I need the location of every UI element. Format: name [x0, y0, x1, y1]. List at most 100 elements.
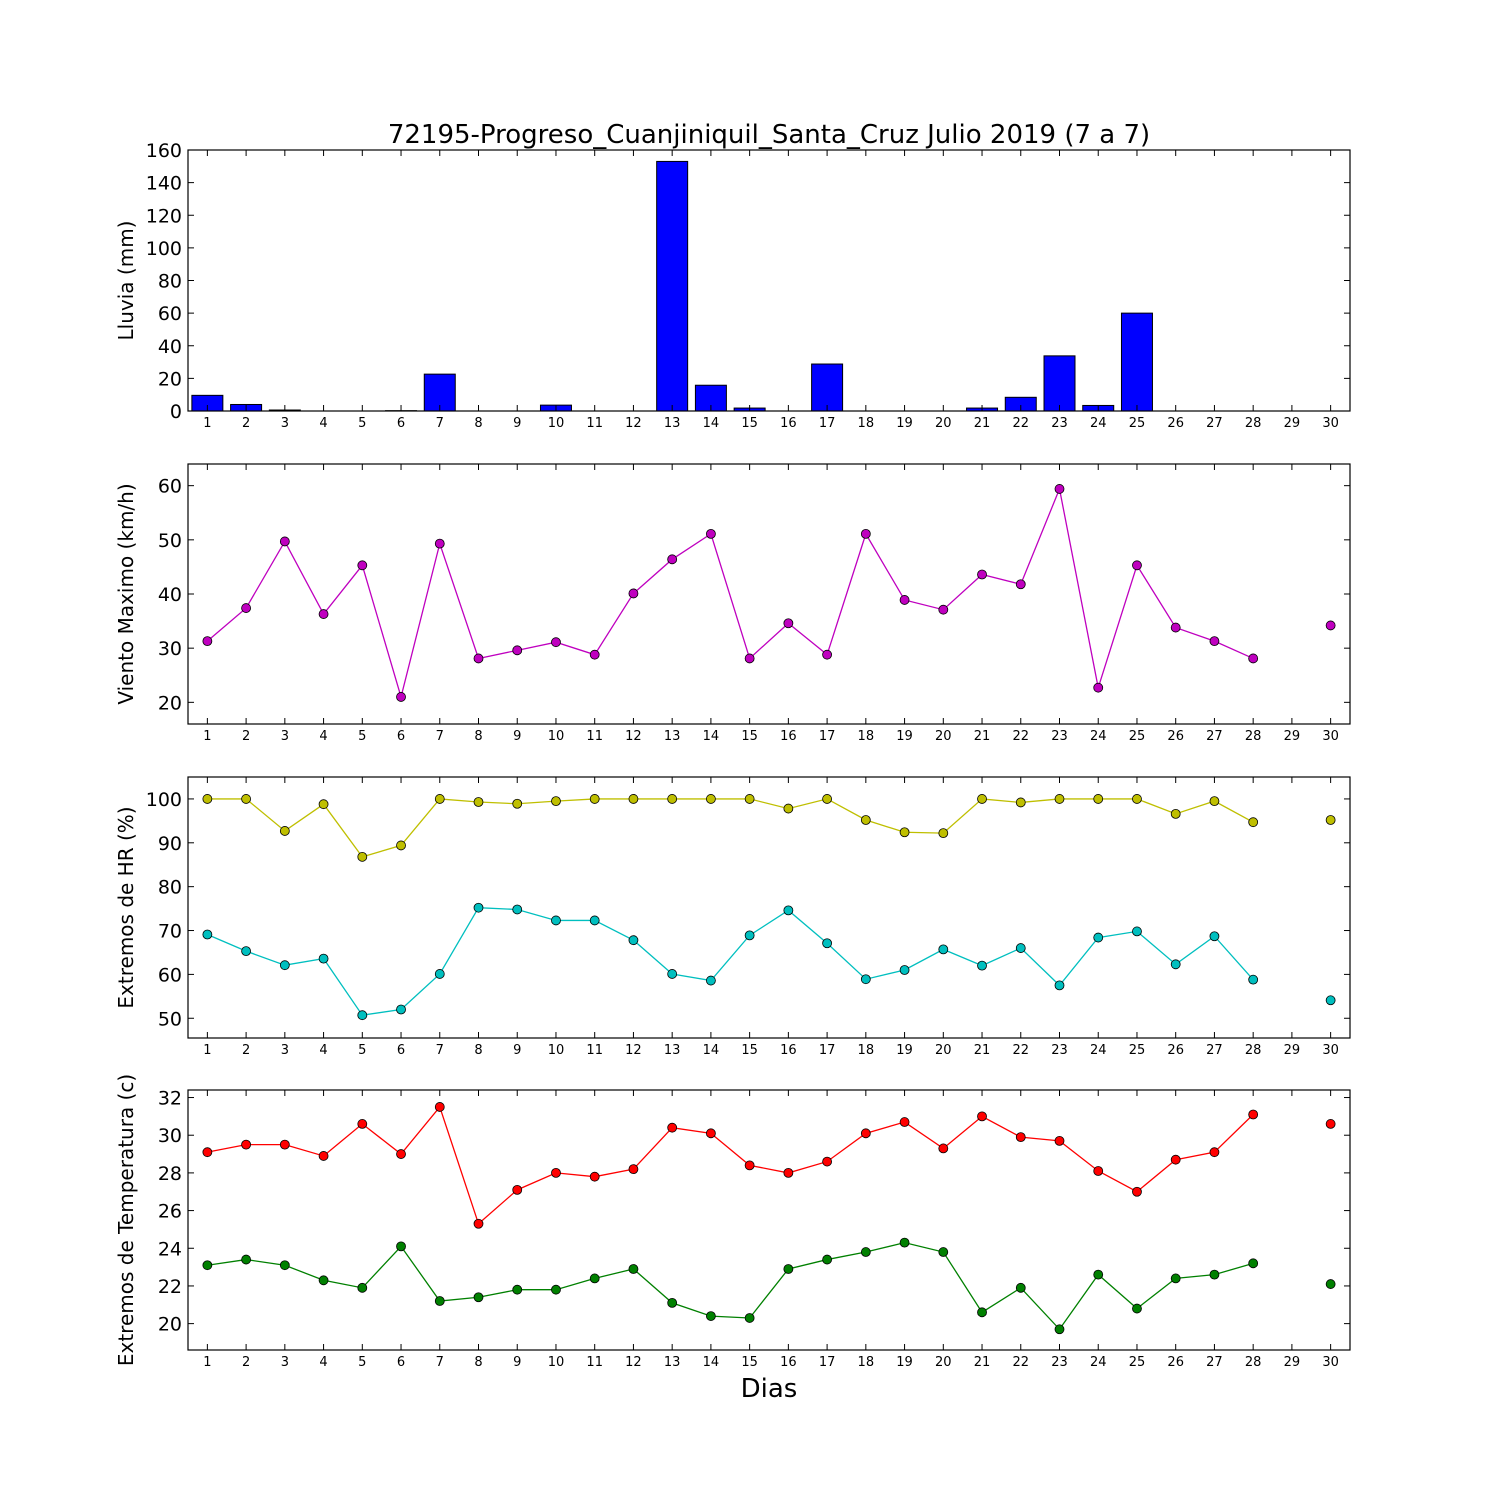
x-tick-label: 21 [974, 729, 991, 744]
x-tick-label: 29 [1284, 1355, 1301, 1370]
data-point-day-17 [822, 1254, 832, 1265]
x-tick-label: 25 [1129, 729, 1146, 744]
x-tick-label: 3 [281, 729, 289, 744]
data-point-day-22 [1015, 1132, 1026, 1142]
x-tick-label: 16 [780, 729, 797, 744]
x-tick-label: 22 [1012, 1043, 1029, 1058]
data-point-day-23 [1054, 980, 1065, 991]
data-point-day-16 [783, 803, 794, 814]
data-point-day-2 [241, 1139, 252, 1150]
data-point-day-27 [1209, 636, 1220, 647]
data-point-day-19 [899, 1117, 910, 1127]
data-point-day-15 [744, 794, 755, 804]
data-point-day-7 [434, 969, 445, 979]
x-tick-label: 5 [358, 416, 366, 431]
data-point-day-26 [1170, 622, 1181, 633]
data-point-day-27 [1209, 1147, 1220, 1158]
data-point-day-4 [318, 609, 329, 619]
series-line [207, 907, 1254, 1016]
x-tick-label: 13 [664, 729, 681, 744]
data-point-day-28 [1248, 1109, 1259, 1120]
x-tick-label: 10 [548, 1043, 565, 1058]
x-tick-label: 1 [203, 729, 211, 744]
x-tick-label: 19 [896, 416, 913, 431]
data-point-day-12 [628, 794, 639, 804]
y-axis-label: Extremos de HR (%) [114, 806, 138, 1008]
x-tick-label: 8 [474, 729, 482, 744]
y-tick-label: 60 [158, 303, 182, 325]
y-axis-label: Lluvia (mm) [114, 221, 138, 341]
x-tick-label: 7 [436, 416, 444, 431]
x-tick-label: 30 [1322, 729, 1339, 744]
x-tick-label: 7 [436, 729, 444, 744]
data-point-day-6 [396, 1241, 406, 1252]
data-point-day-22 [1015, 579, 1026, 590]
x-tick-label: 24 [1090, 1355, 1107, 1370]
x-tick-label: 1 [203, 1355, 211, 1370]
x-tick-label: 12 [625, 729, 642, 744]
data-point-day-14 [706, 975, 716, 986]
x-tick-label: 14 [703, 1355, 720, 1370]
data-point-day-20 [938, 828, 949, 839]
x-tick-label: 2 [242, 1355, 250, 1370]
x-tick-label: 20 [935, 416, 952, 431]
x-tick-label: 1 [203, 416, 211, 431]
x-tick-label: 4 [319, 729, 327, 744]
y-tick-label: 26 [158, 1201, 182, 1223]
x-tick-label: 1 [203, 1043, 211, 1058]
y-tick-label: 70 [158, 921, 182, 943]
x-tick-label: 29 [1284, 1043, 1301, 1058]
data-point-day-13 [667, 554, 678, 565]
data-point-day-24 [1093, 1166, 1104, 1176]
x-tick-label: 25 [1129, 416, 1146, 431]
data-point-day-10 [551, 796, 561, 807]
x-tick-label: 12 [625, 416, 642, 431]
x-tick-label: 25 [1129, 1355, 1146, 1370]
x-tick-label: 4 [319, 1355, 327, 1370]
x-tick-label: 5 [358, 729, 366, 744]
x-tick-label: 23 [1051, 1043, 1068, 1058]
data-point-day-9 [512, 1284, 523, 1295]
x-tick-label: 26 [1167, 1043, 1184, 1058]
x-tick-label: 10 [548, 729, 565, 744]
data-point-day-21 [977, 794, 987, 804]
data-point-day-2 [241, 794, 252, 804]
data-point-day-14 [706, 528, 716, 539]
x-tick-label: 12 [625, 1043, 642, 1058]
data-point-day-5 [357, 1010, 368, 1021]
x-tick-label: 6 [397, 416, 405, 431]
x-tick-label: 23 [1051, 729, 1068, 744]
x-tick-label: 11 [586, 729, 603, 744]
x-tick-label: 20 [935, 729, 952, 744]
data-point-day-2 [241, 603, 252, 613]
data-point-day-18 [860, 528, 871, 539]
x-tick-label: 6 [397, 1043, 405, 1058]
data-point-day-25 [1132, 560, 1142, 571]
data-point-day-12 [628, 588, 639, 599]
x-tick-label: 22 [1012, 729, 1029, 744]
data-point-day-27 [1209, 796, 1220, 807]
data-point-day-10 [551, 915, 561, 926]
x-tick-label: 10 [548, 1355, 565, 1370]
x-tick-label: 23 [1051, 416, 1068, 431]
x-tick-label: 26 [1167, 729, 1184, 744]
data-point-day-30 [1325, 1279, 1336, 1289]
x-tick-label: 28 [1245, 1355, 1262, 1370]
data-point-day-18 [860, 1247, 871, 1257]
data-point-day-24 [1093, 794, 1104, 804]
x-tick-label: 7 [436, 1043, 444, 1058]
data-point-day-30 [1325, 1119, 1336, 1129]
data-point-day-18 [860, 974, 871, 985]
x-tick-label: 15 [741, 1043, 758, 1058]
x-tick-label: 24 [1090, 1043, 1107, 1058]
data-point-day-28 [1248, 817, 1259, 828]
data-point-day-21 [977, 1307, 987, 1318]
data-point-day-5 [357, 851, 368, 862]
x-tick-label: 28 [1245, 416, 1262, 431]
data-point-day-16 [783, 1264, 794, 1274]
data-point-day-10 [551, 1284, 561, 1295]
x-tick-label: 4 [319, 1043, 327, 1058]
y-tick-label: 100 [146, 238, 182, 260]
x-tick-label: 22 [1012, 1355, 1029, 1370]
